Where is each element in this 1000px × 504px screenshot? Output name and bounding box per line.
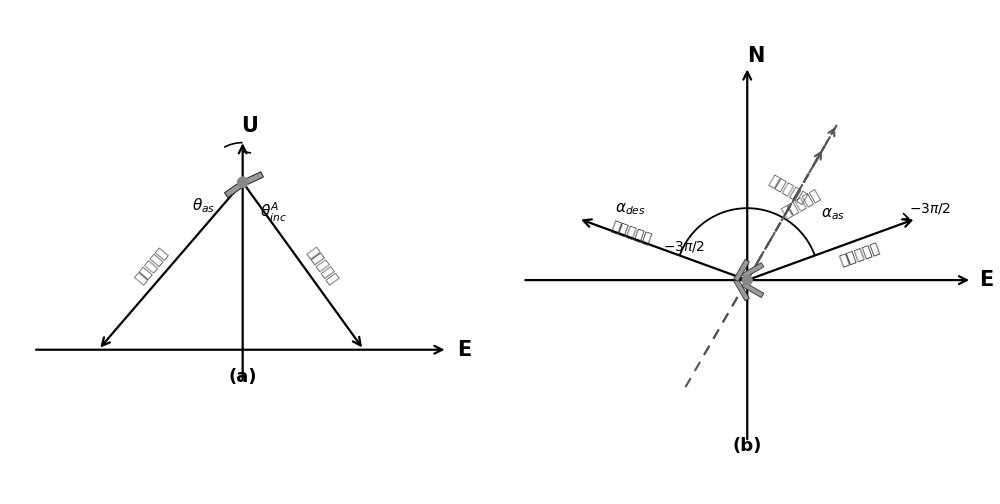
Text: $\alpha_{des}$: $\alpha_{des}$ [615, 202, 646, 217]
Text: 降轨方位向: 降轨方位向 [779, 187, 822, 220]
Text: $-3\pi/2$: $-3\pi/2$ [909, 201, 951, 216]
FancyBboxPatch shape [734, 260, 749, 281]
Text: $\mathbf{E}$: $\mathbf{E}$ [979, 270, 993, 290]
Text: 降轨地距向: 降轨地距向 [609, 219, 653, 247]
FancyBboxPatch shape [734, 279, 749, 301]
Circle shape [238, 177, 248, 187]
Text: $-3\pi/2$: $-3\pi/2$ [663, 239, 705, 255]
FancyBboxPatch shape [742, 263, 764, 278]
Text: $\alpha_{as}$: $\alpha_{as}$ [821, 206, 845, 222]
Text: (a): (a) [228, 368, 257, 386]
Text: $\mathbf{U}$: $\mathbf{U}$ [241, 115, 258, 136]
Circle shape [742, 275, 752, 285]
FancyBboxPatch shape [742, 282, 764, 297]
Text: $\theta^{A}_{inc}$: $\theta^{A}_{inc}$ [260, 201, 286, 224]
Text: $\mathbf{E}$: $\mathbf{E}$ [457, 340, 471, 360]
Text: (b): (b) [733, 437, 762, 455]
Text: 降轨斜距向: 降轨斜距向 [133, 245, 171, 286]
Text: $\theta_{as}$: $\theta_{as}$ [192, 196, 215, 215]
Text: 升轨方位呱: 升轨方位呱 [767, 173, 810, 206]
Text: 升轨斜距向: 升轨斜距向 [304, 245, 340, 287]
FancyBboxPatch shape [225, 181, 245, 198]
Text: 升轨地距向: 升轨地距向 [838, 241, 882, 268]
Text: $\mathbf{N}$: $\mathbf{N}$ [747, 46, 765, 66]
FancyBboxPatch shape [242, 172, 263, 186]
